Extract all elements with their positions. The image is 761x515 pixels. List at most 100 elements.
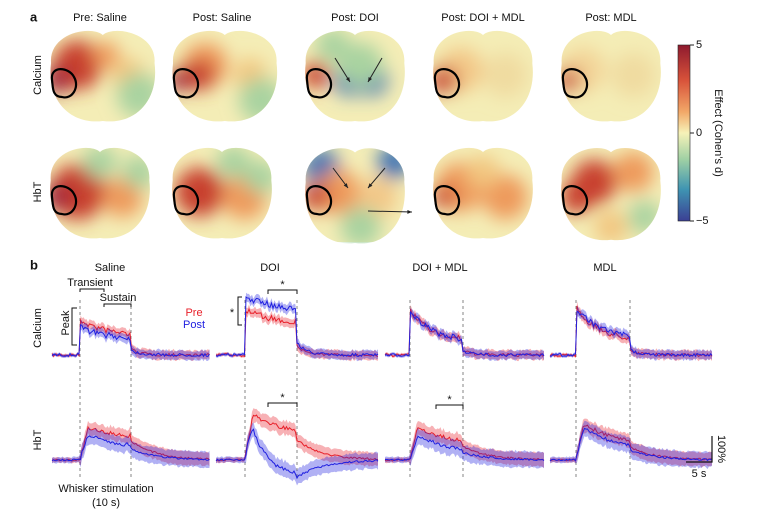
- trace-line: [51, 323, 210, 358]
- column-title: Post: DOI: [331, 12, 379, 24]
- colorbar: [677, 44, 691, 222]
- brain-map: [305, 148, 405, 244]
- bracket: [237, 296, 242, 326]
- map-blob: [92, 41, 120, 69]
- arrow-head: [368, 183, 373, 188]
- roi-outline: [305, 68, 333, 99]
- significance: *: [447, 394, 452, 406]
- significance: *: [280, 279, 285, 291]
- trace-line: [384, 435, 545, 462]
- trace-band: [216, 408, 378, 467]
- map-blobs: [50, 147, 150, 220]
- arrow-head: [407, 209, 412, 214]
- column-title: Post: Saline: [193, 12, 252, 24]
- map-blob: [122, 155, 150, 189]
- arrow-head: [368, 77, 373, 82]
- map-blob: [216, 147, 250, 179]
- trace-line: [215, 428, 379, 480]
- map-blob: [238, 77, 278, 122]
- panel-label: b: [30, 257, 38, 272]
- trace-line: [384, 310, 545, 358]
- bracket: [103, 303, 132, 307]
- map-blob: [483, 174, 528, 220]
- trace-line: [549, 427, 713, 462]
- column-title: Pre: Saline: [73, 12, 127, 24]
- column-title: Post: DOI + MDL: [441, 12, 524, 24]
- arrow-head: [343, 183, 348, 188]
- column-title: DOI + MDL: [412, 262, 467, 274]
- annotation: Transient: [67, 277, 112, 289]
- map-blob: [433, 185, 455, 209]
- arrow: [367, 210, 413, 213]
- brain-map: [172, 147, 272, 239]
- panel-label: a: [30, 9, 38, 24]
- column-title: MDL: [593, 262, 616, 274]
- map-blob: [466, 155, 500, 189]
- colorbar-label: Effect (Cohen’s d): [712, 89, 724, 177]
- map-blob: [627, 200, 661, 234]
- roi-outline: [50, 68, 78, 99]
- map-blob: [357, 176, 398, 218]
- roi-outline: [561, 185, 589, 216]
- row-label: Calcium: [32, 308, 44, 348]
- colorbar-tick-label: −5: [696, 215, 709, 227]
- map-blob: [377, 148, 405, 179]
- trace-band: [550, 306, 712, 362]
- trace-band: [385, 420, 544, 468]
- map-blob: [561, 68, 580, 92]
- row-label: HbT: [32, 429, 44, 450]
- brain-map: [50, 30, 156, 122]
- map-blob: [244, 160, 272, 194]
- roi-outline: [433, 68, 461, 99]
- map-blob: [315, 30, 350, 62]
- roi-outline: [561, 68, 589, 99]
- map-blob: [340, 206, 381, 244]
- map-blobs: [174, 147, 272, 220]
- trace-band: [216, 292, 378, 362]
- brain-map: [50, 147, 150, 239]
- column-title: Post: MDL: [585, 12, 636, 24]
- trace-band: [550, 418, 712, 468]
- brain-map: [561, 148, 661, 241]
- scale-bar: [686, 436, 713, 463]
- brain-map: [561, 30, 661, 122]
- trace-band: [52, 319, 210, 362]
- roi-outline: [172, 185, 200, 216]
- bracket: [79, 288, 105, 292]
- row-label: HbT: [32, 181, 44, 202]
- scale-label: 5 s: [692, 468, 707, 480]
- column-title: DOI: [260, 262, 280, 274]
- map-blobs: [172, 42, 278, 122]
- trace-line: [549, 310, 713, 358]
- brain-map: [172, 30, 278, 122]
- row-label: Calcium: [32, 55, 44, 95]
- colorbar-tick-label: 5: [696, 39, 702, 51]
- map-blob: [116, 72, 156, 118]
- trace-band: [52, 420, 210, 467]
- arrow-head: [345, 77, 350, 82]
- map-blob: [613, 151, 654, 193]
- bracket: [435, 404, 464, 409]
- bracket: [267, 289, 298, 294]
- bracket: [71, 307, 77, 346]
- map-blob: [172, 68, 191, 92]
- bracket: [267, 402, 298, 407]
- trace-band: [385, 308, 544, 362]
- annotation: Sustain: [100, 292, 137, 304]
- roi-outline: [172, 68, 200, 99]
- trace-band: [216, 422, 378, 486]
- map-blob: [174, 167, 225, 217]
- map-blobs: [50, 40, 156, 118]
- brain-map: [433, 147, 533, 239]
- brain-map: [433, 30, 533, 122]
- trace-band: [385, 427, 544, 469]
- stimulation-label: (10 s): [92, 497, 120, 509]
- trace-line: [51, 435, 210, 462]
- map-blobs: [561, 47, 656, 98]
- map-blob: [611, 52, 656, 98]
- significance: *: [280, 392, 285, 404]
- map-blobs: [433, 155, 528, 220]
- roi-outline: [305, 185, 333, 216]
- map-blob: [83, 147, 117, 179]
